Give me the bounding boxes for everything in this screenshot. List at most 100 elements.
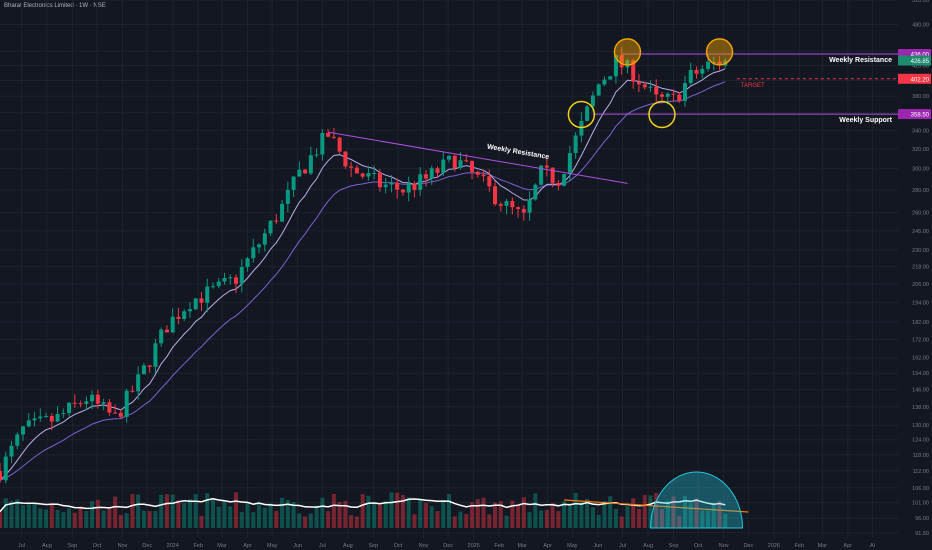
candle-body <box>205 286 210 303</box>
price-tick-label: 162.00 <box>912 356 929 362</box>
volume-bar <box>435 511 440 528</box>
target-price-label-text: 402.20 <box>911 77 930 83</box>
volume-bar <box>55 510 60 528</box>
candle-body <box>216 281 221 287</box>
volume-bar <box>95 499 100 528</box>
price-tick-label: 138.00 <box>912 405 929 411</box>
volume-bar <box>193 494 198 528</box>
candle-body <box>320 132 325 155</box>
volume-bar <box>682 495 688 528</box>
candle-body <box>21 426 26 435</box>
candle-body <box>297 169 302 177</box>
volume-bar <box>694 498 699 528</box>
volume-bar <box>187 499 192 528</box>
candle-body <box>504 201 509 206</box>
volume-bar <box>625 506 630 528</box>
price-tick-label: 206.00 <box>912 282 929 288</box>
candle-body <box>590 95 595 107</box>
candle-body <box>372 172 377 174</box>
candle-body <box>533 184 538 200</box>
candle-body <box>343 151 348 167</box>
last-price-label-box <box>898 55 931 66</box>
volume-bar <box>210 498 216 528</box>
volume-bar <box>308 513 313 528</box>
time-tick-label: Nov <box>419 543 429 549</box>
candle-body <box>711 61 716 63</box>
candle-body <box>423 174 428 179</box>
volume-bar <box>199 515 204 528</box>
last-price-label-text: 426.85 <box>911 59 930 65</box>
volume-bar <box>510 500 515 528</box>
candle-body <box>337 137 342 152</box>
volume-bar <box>458 511 463 528</box>
volume-bar <box>84 511 89 528</box>
volume-bar <box>487 514 492 528</box>
volume-bar <box>590 507 595 528</box>
volume-bar <box>400 495 405 528</box>
price-tick-label: 172.00 <box>912 337 929 343</box>
candle-body <box>585 106 590 121</box>
price-tick-label: 300.00 <box>912 167 929 173</box>
volume-bar <box>360 494 365 528</box>
candle-body <box>642 84 647 88</box>
volume-bar <box>418 499 423 528</box>
candle-body <box>262 233 267 245</box>
volume-bar <box>671 496 676 528</box>
candle-body <box>222 278 227 282</box>
volume-bar <box>596 514 601 528</box>
candle-body <box>257 244 262 248</box>
candle-body <box>101 402 106 404</box>
volume-bar <box>429 506 434 528</box>
candle-body <box>631 60 636 82</box>
volume-bar <box>711 502 716 528</box>
volume-bar <box>303 516 308 528</box>
volume-bar <box>320 497 325 528</box>
candle-body <box>636 81 641 85</box>
volume-bar <box>245 503 250 528</box>
candle-body <box>274 220 279 222</box>
time-tick-label: Sep <box>669 543 679 549</box>
candle-body <box>233 277 239 284</box>
time-tick-label: Apr <box>243 543 252 549</box>
candle-body <box>331 136 336 138</box>
volume-bar <box>631 498 636 528</box>
candle-body <box>3 456 8 481</box>
volume-bar <box>164 494 169 528</box>
volume-bar <box>723 513 728 528</box>
volume-bar <box>72 512 77 528</box>
volume-bar <box>21 505 26 528</box>
highlight-circle <box>648 100 676 129</box>
volume-bar <box>337 501 342 528</box>
time-tick-label: Oct <box>694 543 703 549</box>
volume-bar <box>90 501 95 528</box>
volume-bar <box>636 508 641 528</box>
volume-bar <box>441 499 446 528</box>
volume-bar <box>654 492 659 528</box>
candle-body <box>665 93 670 97</box>
candle-body <box>84 401 89 404</box>
candle-body <box>429 168 434 179</box>
candle-body <box>228 277 233 279</box>
volume-bar <box>550 503 555 528</box>
price-tick-label: 118.00 <box>913 453 929 459</box>
volume-bar <box>493 502 498 528</box>
candle-body <box>72 402 77 404</box>
resistance-price-label-text: 436.00 <box>911 53 930 59</box>
price-tick-label: 480.00 <box>912 23 929 29</box>
candle-body <box>210 286 216 288</box>
price-tick-label: 91.50 <box>915 531 929 537</box>
candle-body <box>700 68 705 74</box>
volume-bar <box>608 496 613 528</box>
weekly-resistance-trendline <box>328 131 628 184</box>
volume-bar <box>717 501 722 528</box>
candle-body <box>170 316 175 333</box>
candle-body <box>671 93 676 95</box>
volume-bar <box>159 494 164 528</box>
candle-body <box>458 160 463 168</box>
candle-body <box>113 412 118 414</box>
price-tick-label: 340.00 <box>912 128 929 134</box>
volume-highlight-semicircle <box>650 471 744 529</box>
volume-bar <box>498 501 503 528</box>
volume-bar <box>452 516 457 528</box>
